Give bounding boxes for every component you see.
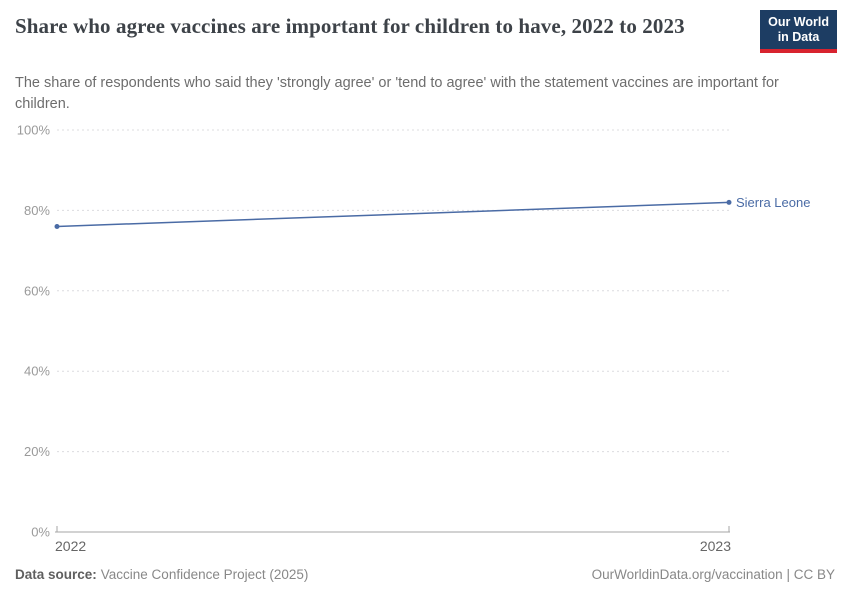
chart-subtitle: The share of respondents who said they '… bbox=[15, 75, 779, 112]
data-point[interactable] bbox=[726, 199, 732, 205]
y-tick-label: 40% bbox=[24, 364, 50, 379]
data-source: Data source: Vaccine Confidence Project (… bbox=[15, 567, 308, 582]
logo-line-1: Our World bbox=[768, 15, 829, 29]
data-line[interactable] bbox=[56, 201, 730, 228]
y-tick-label: 80% bbox=[24, 203, 50, 218]
data-point[interactable] bbox=[54, 223, 60, 229]
y-tick-label: 100% bbox=[17, 123, 51, 138]
y-tick-label: 20% bbox=[24, 444, 50, 459]
footer-credit: OurWorldinData.org/vaccination | CC BY bbox=[592, 567, 835, 582]
x-tick-label: 2022 bbox=[55, 538, 86, 554]
y-tick-label: 0% bbox=[31, 525, 50, 540]
x-tick-label: 2023 bbox=[700, 538, 731, 554]
data-source-value: Vaccine Confidence Project (2025) bbox=[100, 567, 309, 582]
series-label[interactable]: Sierra Leone bbox=[736, 195, 810, 210]
chart-footer: Data source: Vaccine Confidence Project (… bbox=[15, 567, 835, 582]
y-tick-label: 60% bbox=[24, 283, 50, 298]
owid-logo[interactable]: Our World in Data bbox=[760, 10, 837, 53]
footer-divider: | bbox=[786, 567, 790, 582]
footer-license[interactable]: CC BY bbox=[793, 567, 835, 582]
data-source-label: Data source: bbox=[15, 567, 97, 582]
page-title: Share who agree vaccines are important f… bbox=[15, 14, 685, 38]
logo-line-2: in Data bbox=[777, 30, 820, 44]
footer-link[interactable]: OurWorldinData.org/vaccination bbox=[591, 567, 783, 582]
